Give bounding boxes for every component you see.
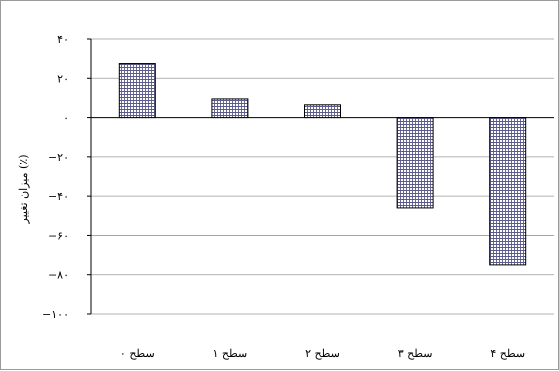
y-tick-label: −۸۰ [48, 269, 69, 282]
bars [118, 63, 527, 266]
y-tick-label: −۶۰ [48, 229, 69, 242]
x-category-label-3: سطح ۳ [398, 347, 433, 360]
labels: ۴۰ ۲۰ ۰ −۲۰ −۴۰ −۶۰ −۸۰ −۱۰۰ سطح ۰ سطح ۱ سطح ۲ سطح … [42, 33, 525, 360]
y-tick-label: ۲۰ [57, 72, 69, 85]
x-category-label-1: سطح ۱ [213, 347, 248, 360]
x-category-label-0: سطح ۰ [120, 347, 155, 360]
bar-4 [489, 117, 527, 266]
bar-3 [396, 117, 434, 209]
bar-2 [304, 104, 341, 119]
y-axis-label: میزان تغییر (٪) [17, 155, 30, 225]
bar-1 [211, 98, 249, 119]
bar-0 [118, 63, 156, 119]
gridlines [91, 38, 554, 315]
y-tick-label: −۲۰ [48, 151, 69, 164]
y-tick-label: ۴۰ [57, 33, 69, 46]
axes [87, 38, 92, 315]
x-category-label-4: سطح ۴ [490, 347, 525, 360]
y-tick-label: −۱۰۰ [42, 308, 69, 321]
x-category-label-2: سطح ۲ [305, 347, 340, 360]
y-tick-label: −۴۰ [48, 190, 69, 203]
y-tick-label: ۰ [63, 112, 69, 125]
